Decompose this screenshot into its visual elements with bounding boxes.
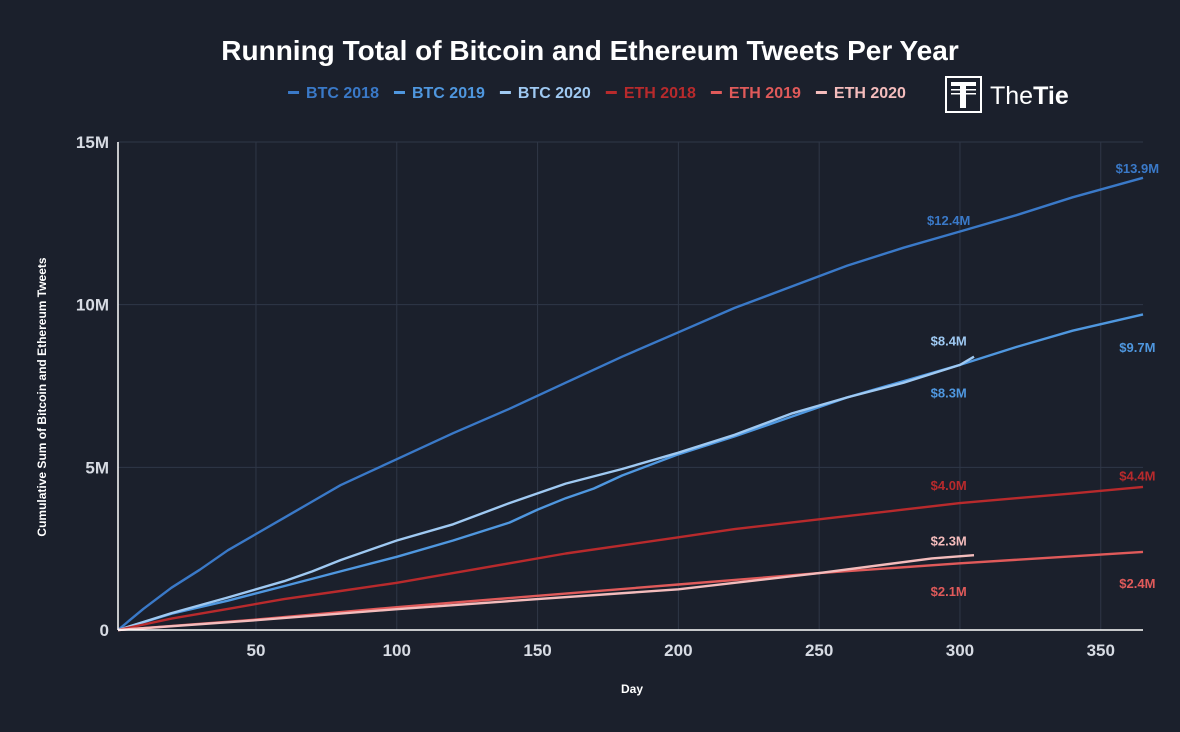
legend-swatch xyxy=(710,91,722,94)
legend-label: ETH 2018 xyxy=(624,85,696,102)
legend-item-eth-2018[interactable]: ETH 2018 xyxy=(605,85,696,102)
tick-labels: 50 100 150 200 250 300 350 0 5M 10M 15M xyxy=(76,133,1115,660)
x-tick-label: 350 xyxy=(1087,641,1115,660)
series-line-btc-2018 xyxy=(117,176,1144,631)
x-tick-label: 250 xyxy=(805,641,833,660)
x-tick-label: 300 xyxy=(946,641,974,660)
data-label: $2.3M xyxy=(931,534,967,549)
series-lines xyxy=(117,176,1144,632)
axes xyxy=(117,142,1143,631)
legend: BTC 2018 BTC 2019 BTC 2020 ETH 2018 ETH 2019… xyxy=(288,85,906,102)
legend-item-btc-2020[interactable]: BTC 2020 xyxy=(499,85,591,102)
x-tick-label: 200 xyxy=(664,641,692,660)
legend-swatch xyxy=(499,91,511,94)
x-tick-label: 100 xyxy=(383,641,411,660)
brand-logo: TheTie xyxy=(945,76,1069,113)
data-label: $2.1M xyxy=(931,584,967,599)
data-label: $4.4M xyxy=(1119,468,1155,483)
data-label: $4.0M xyxy=(931,478,967,493)
data-label: $8.3M xyxy=(931,386,967,401)
grid-lines xyxy=(118,141,1143,630)
x-axis-label: Day xyxy=(621,682,643,696)
y-tick-label: 10M xyxy=(76,296,109,315)
data-label: $13.9M xyxy=(1116,161,1159,176)
brand-name-light: The xyxy=(990,82,1033,110)
legend-item-btc-2019[interactable]: BTC 2019 xyxy=(393,85,485,102)
brand-name-bold: Tie xyxy=(1033,82,1069,110)
y-tick-label: 0 xyxy=(100,621,109,640)
legend-swatch xyxy=(393,91,405,94)
legend-item-eth-2020[interactable]: ETH 2020 xyxy=(815,85,906,102)
chart-title: Running Total of Bitcoin and Ethereum Tw… xyxy=(221,35,959,66)
data-label: $2.4M xyxy=(1119,576,1155,591)
x-tick-label: 50 xyxy=(247,641,266,660)
y-axis-label: Cumulative Sum of Bitcoin and Ethereum T… xyxy=(35,257,49,536)
data-labels: $13.9M $12.4M $8.4M $9.7M $8.3M $4.0M $4.4M $2.… xyxy=(927,161,1159,599)
y-tick-label: 5M xyxy=(85,458,109,477)
legend-swatch xyxy=(605,91,617,94)
data-label: $12.4M xyxy=(927,213,970,228)
legend-swatch xyxy=(815,91,827,94)
series-line-btc-2019 xyxy=(117,313,1144,632)
legend-swatch xyxy=(288,91,300,94)
legend-label: ETH 2019 xyxy=(729,85,801,102)
data-label: $9.7M xyxy=(1119,340,1155,355)
x-tick-label: 150 xyxy=(523,641,551,660)
legend-label: BTC 2019 xyxy=(412,85,485,102)
legend-label: BTC 2020 xyxy=(518,85,591,102)
legend-label: ETH 2020 xyxy=(834,85,906,102)
legend-label: BTC 2018 xyxy=(306,85,379,102)
svg-text:TheTie: TheTie xyxy=(990,82,1069,110)
legend-item-eth-2019[interactable]: ETH 2019 xyxy=(710,85,801,102)
data-label: $8.4M xyxy=(931,333,967,348)
series-line-eth-2020 xyxy=(117,554,975,632)
thetie-logo-icon xyxy=(945,76,982,113)
series-line-eth-2018 xyxy=(117,485,1144,632)
series-line-btc-2020 xyxy=(117,355,975,632)
legend-item-btc-2018[interactable]: BTC 2018 xyxy=(288,85,379,102)
y-tick-label: 15M xyxy=(76,133,109,152)
